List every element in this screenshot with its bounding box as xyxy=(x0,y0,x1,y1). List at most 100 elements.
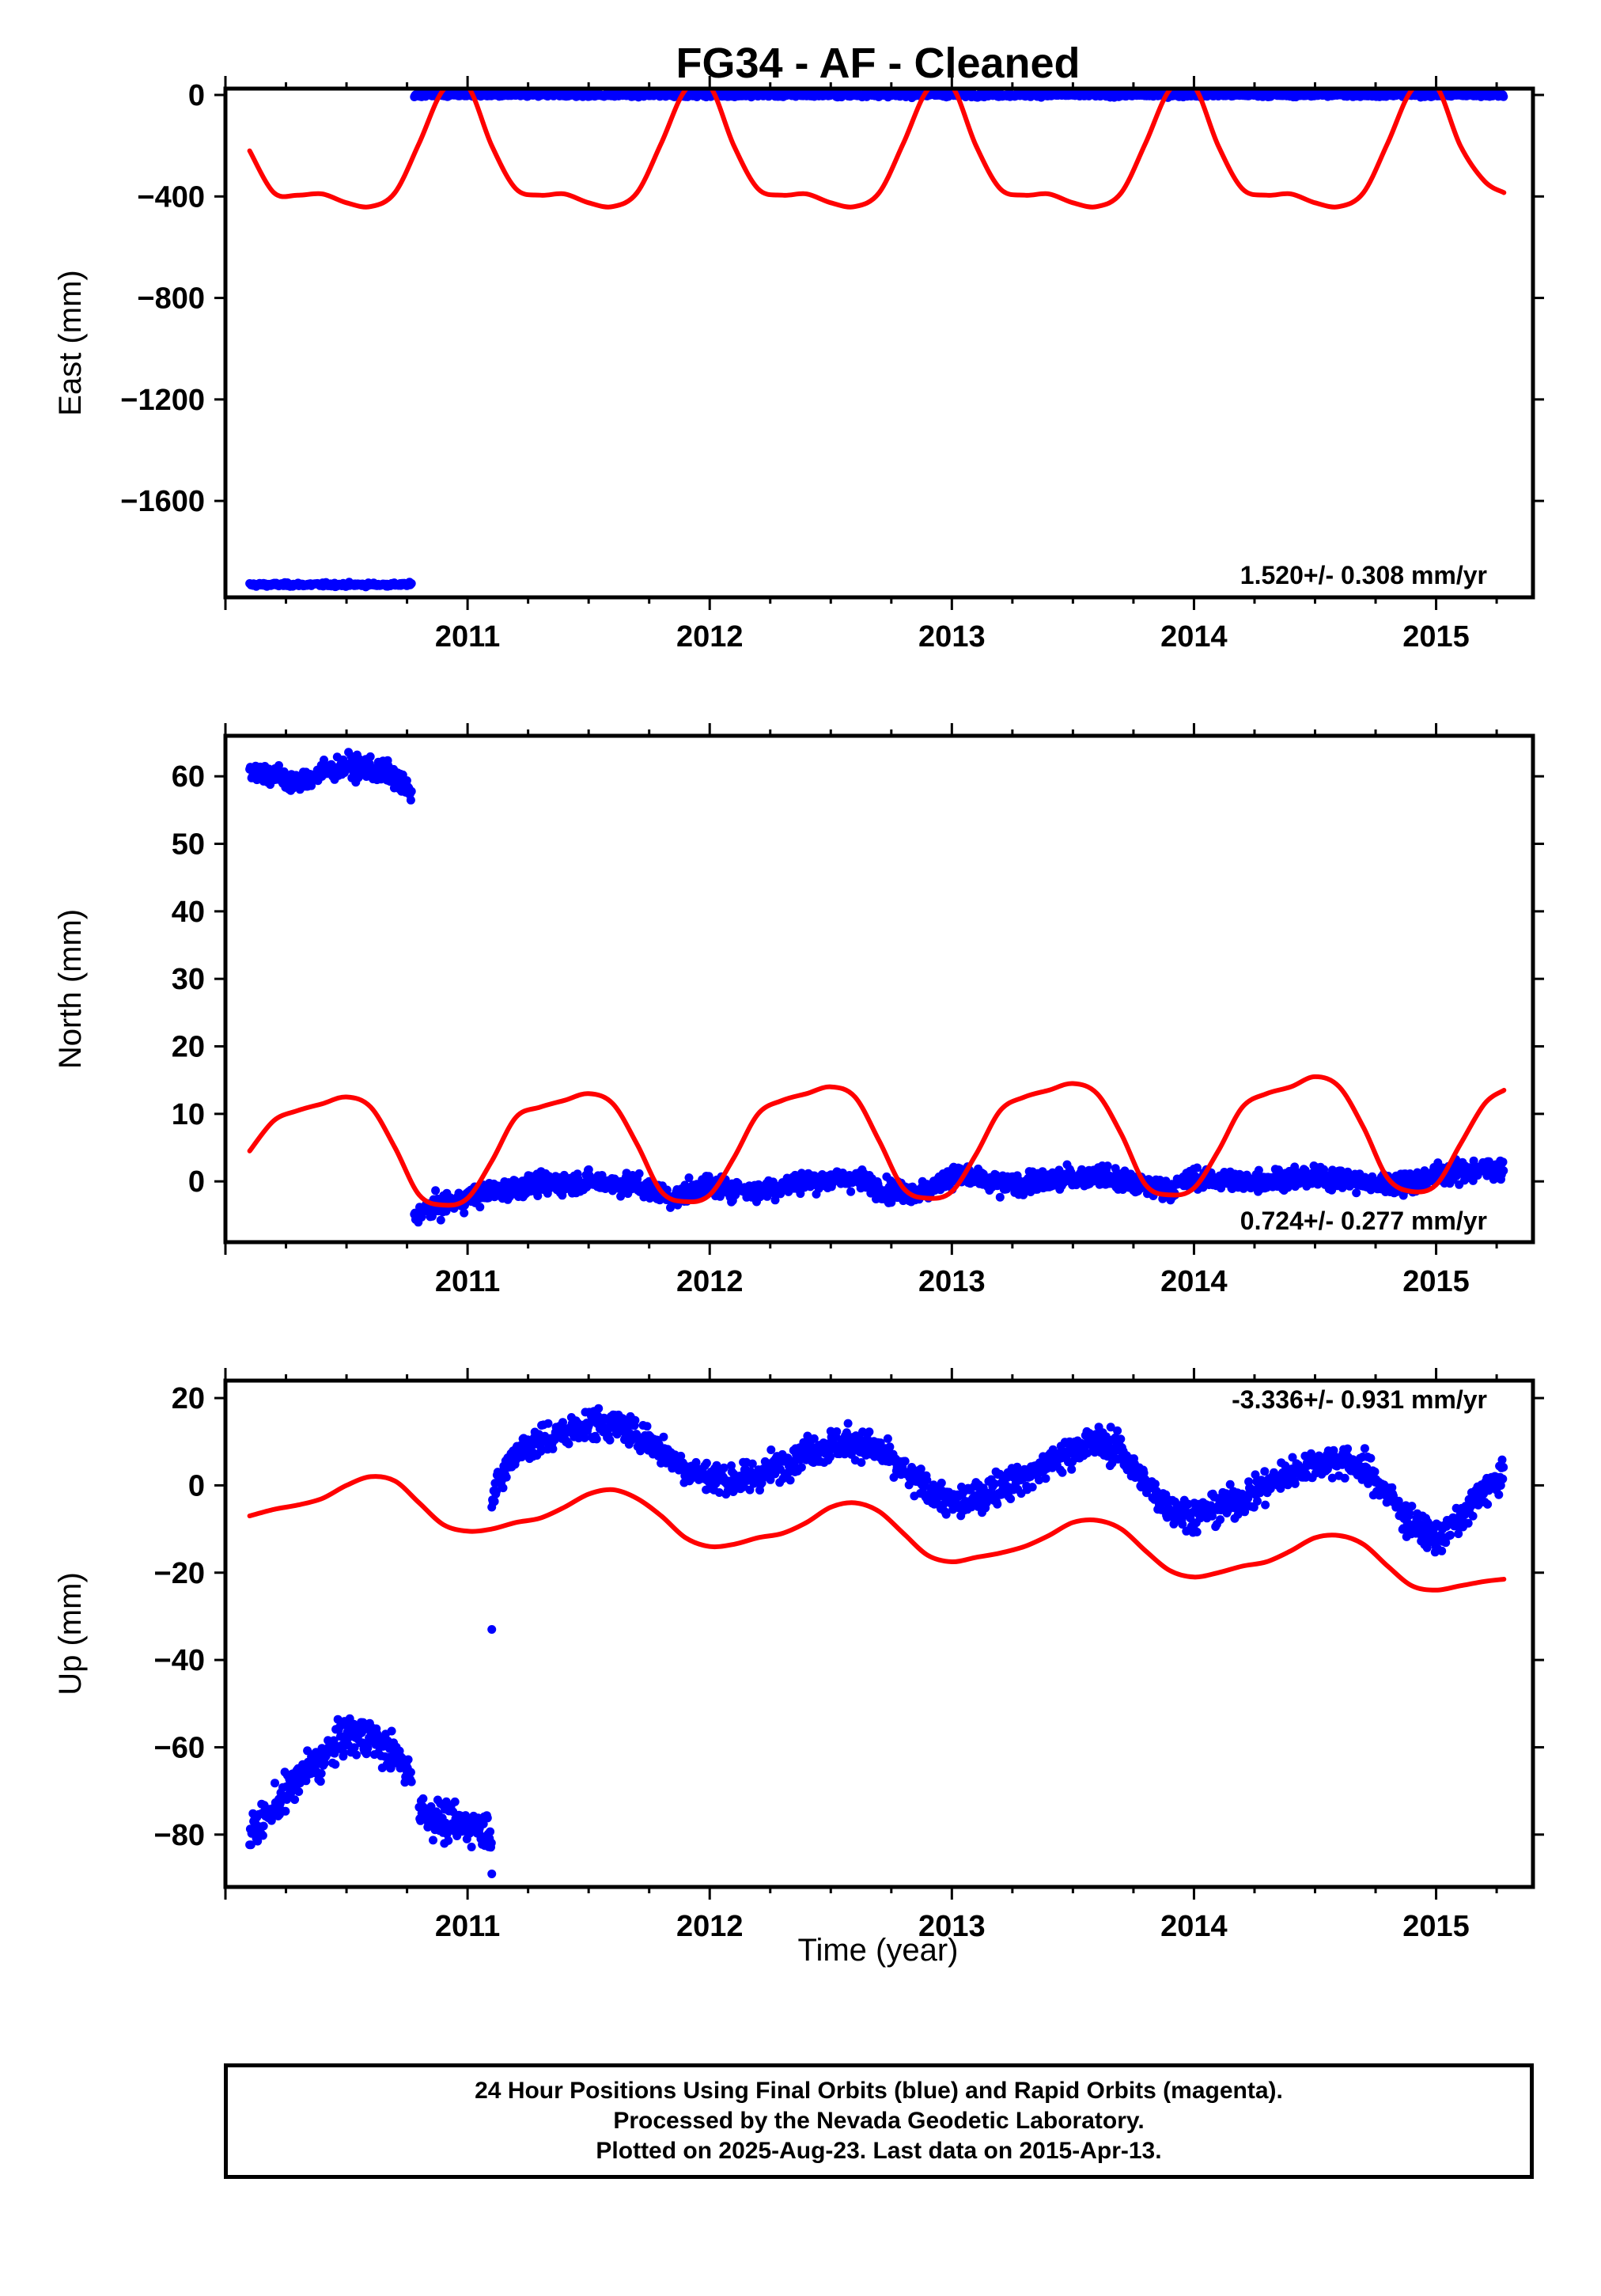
north-x-tick-label: 2012 xyxy=(676,1265,744,1298)
north-y-tick-label: 0 xyxy=(188,1165,205,1199)
north-data-point xyxy=(1412,1183,1421,1192)
east-y-tick-label: −1600 xyxy=(120,485,205,518)
north-x-tick-label: 2015 xyxy=(1402,1265,1470,1298)
north-data-layer xyxy=(245,748,1508,1227)
north-data-point xyxy=(320,756,328,764)
up-data-point xyxy=(842,1428,851,1438)
up-data-point xyxy=(492,1487,501,1496)
up-data-point xyxy=(797,1463,806,1472)
up-data-point xyxy=(501,1472,511,1482)
north-rate-label: 0.724+/- 0.277 mm/yr xyxy=(1240,1207,1487,1235)
up-data-point xyxy=(766,1445,776,1454)
up-data-point xyxy=(843,1419,853,1428)
up-data-point xyxy=(885,1442,895,1452)
up-y-tick-label: −40 xyxy=(154,1644,205,1677)
east-y-tick-label: −400 xyxy=(137,180,205,214)
up-data-point xyxy=(900,1457,910,1466)
north-y-tick-label: 50 xyxy=(172,828,205,862)
up-data-point xyxy=(358,1718,368,1727)
north-x-tick-label: 2011 xyxy=(435,1265,500,1298)
east-data-point xyxy=(1499,92,1508,101)
north-data-point xyxy=(1498,1157,1508,1167)
up-data-point xyxy=(407,1777,416,1786)
up-data-point xyxy=(461,1811,471,1821)
north-x-tick-label: 2014 xyxy=(1160,1265,1228,1298)
up-data-point xyxy=(246,1840,255,1850)
north-data-point xyxy=(887,1198,896,1207)
up-data-point xyxy=(825,1453,835,1462)
up-data-point xyxy=(253,1836,263,1846)
north-frame xyxy=(223,733,1535,1245)
east-rate-label: 1.520+/- 0.308 mm/yr xyxy=(1240,561,1487,589)
up-data-point xyxy=(564,1439,573,1449)
up-data-point xyxy=(883,1434,892,1443)
up-data-point xyxy=(676,1451,686,1461)
up-data-point xyxy=(865,1427,874,1437)
east-x-tick-label: 2012 xyxy=(676,620,744,654)
north-y-tick-label: 60 xyxy=(172,760,205,794)
north-data-point xyxy=(1352,1188,1361,1198)
up-data-point xyxy=(333,1714,343,1724)
east-x-tick-label: 2014 xyxy=(1160,620,1228,654)
up-data-layer xyxy=(245,1404,1508,1878)
up-data-point xyxy=(490,1497,499,1506)
north-data-point xyxy=(770,1195,780,1205)
up-data-point xyxy=(281,1806,290,1816)
up-x-tick-label: 2011 xyxy=(435,1910,500,1943)
up-data-point xyxy=(745,1485,755,1495)
up-data-point xyxy=(642,1422,652,1431)
east-y-tick-label: −800 xyxy=(137,282,205,316)
north-data-point xyxy=(406,795,415,805)
up-data-point xyxy=(748,1459,757,1468)
up-y-tick-label: −80 xyxy=(154,1819,205,1852)
up-data-point xyxy=(486,1838,496,1847)
north-data-point xyxy=(402,776,411,786)
up-data-point xyxy=(785,1476,795,1485)
up-data-point xyxy=(594,1404,604,1413)
north-data-point xyxy=(634,1169,644,1178)
north-data-point xyxy=(1192,1163,1202,1173)
up-y-tick-label: −60 xyxy=(154,1731,205,1764)
up-data-point xyxy=(486,1827,495,1836)
up-data-point xyxy=(659,1432,668,1442)
up-data-point xyxy=(580,1433,589,1442)
up-x-tick-label: 2013 xyxy=(918,1910,986,1943)
north-data-point xyxy=(431,1186,441,1195)
up-data-point xyxy=(548,1444,558,1453)
east-x-tick-label: 2011 xyxy=(435,620,500,654)
north-y-tick-label: 20 xyxy=(172,1031,205,1064)
up-data-point xyxy=(803,1431,812,1441)
north-model-line xyxy=(247,1074,1507,1208)
up-data-point xyxy=(316,1777,325,1786)
east-model-line xyxy=(247,89,1507,210)
up-data-point xyxy=(714,1488,724,1497)
up-data-point xyxy=(832,1427,842,1436)
up-data-point xyxy=(916,1464,925,1474)
up-data-point xyxy=(467,1843,476,1851)
up-data-point xyxy=(331,1760,340,1769)
east-y-tick-label: 0 xyxy=(188,79,205,112)
up-data-point xyxy=(403,1755,413,1764)
up-data-point xyxy=(809,1434,819,1443)
north-data-point xyxy=(684,1173,694,1183)
up-data-point xyxy=(483,1813,492,1823)
up-data-point xyxy=(630,1415,640,1425)
north-data-point xyxy=(1499,1166,1508,1176)
up-data-point xyxy=(605,1435,615,1445)
north-y-tick-label: 40 xyxy=(172,896,205,929)
north-data-point xyxy=(274,761,283,770)
up-data-point xyxy=(406,1767,415,1777)
north-y-axis-label: North (mm) xyxy=(53,909,88,1069)
up-data-point xyxy=(418,1794,428,1803)
up-data-point xyxy=(904,1480,914,1490)
north-data-point xyxy=(475,1203,485,1212)
chart-title: FG34 - AF - Cleaned xyxy=(676,40,1080,87)
up-data-point xyxy=(719,1463,729,1472)
up-data-point xyxy=(712,1461,721,1470)
up-data-point xyxy=(536,1446,546,1456)
up-data-point xyxy=(429,1836,437,1845)
